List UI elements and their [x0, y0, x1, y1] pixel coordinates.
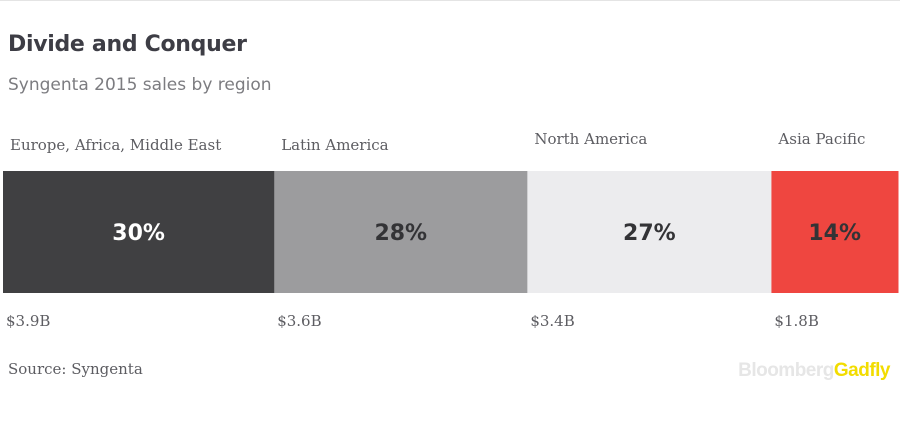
- chart-title: Divide and Conquer: [8, 32, 247, 57]
- stacked-bar-chart: Europe, Africa, Middle East 30% $3.9B Latin…: [3, 130, 899, 330]
- chart-subtitle: Syngenta 2015 sales by region: [8, 75, 272, 95]
- bar-segment-1: [3, 171, 275, 293]
- brand-logo: BloombergGadfly: [738, 360, 890, 382]
- top-rule: [0, 0, 900, 1]
- sales-label-segment-4: $1.8B: [774, 312, 818, 330]
- brand-logo-part2: Gadfly: [833, 360, 891, 381]
- value-label-segment-2: 28%: [374, 221, 427, 246]
- category-label-segment-3: North America: [534, 130, 647, 148]
- bar-segment-3: [527, 171, 772, 293]
- brand-logo-part1: Bloomberg: [738, 360, 834, 381]
- category-label-segment-2: Latin America: [281, 136, 388, 154]
- value-label-segment-4: 14%: [808, 221, 861, 246]
- sales-label-segment-2: $3.6B: [277, 312, 321, 330]
- category-label-segment-1: Europe, Africa, Middle East: [10, 136, 221, 154]
- source-note: Source: Syngenta: [8, 360, 143, 378]
- value-label-segment-3: 27%: [623, 221, 676, 246]
- sales-label-segment-1: $3.9B: [6, 312, 50, 330]
- bar-segment-4: [771, 171, 899, 293]
- sales-label-segment-3: $3.4B: [530, 312, 574, 330]
- bar-segment-2: [274, 171, 528, 293]
- value-label-segment-1: 30%: [112, 221, 165, 246]
- category-label-segment-4: Asia Pacific: [777, 130, 865, 148]
